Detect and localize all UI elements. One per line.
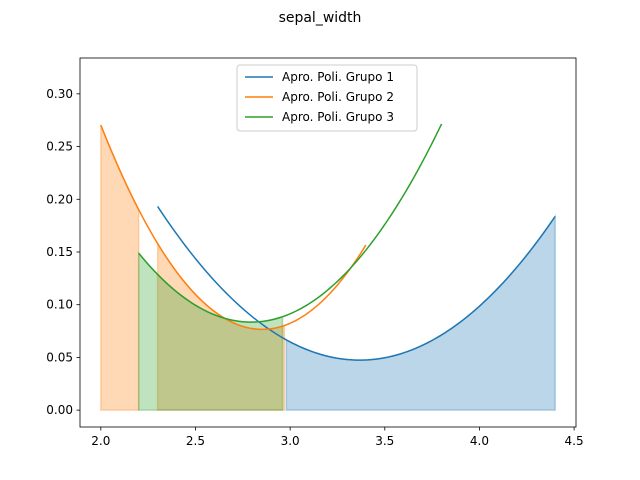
x-axis: 2.0 2.5 3.0 3.5 4.0 4.5 <box>91 427 584 448</box>
series-line-1 <box>156 206 556 361</box>
x-tick-label: 2.0 <box>91 434 110 448</box>
legend-box <box>236 64 418 132</box>
x-tick-label: 4.0 <box>470 434 489 448</box>
series-line-3 <box>138 123 443 323</box>
fill-area-2-1 <box>100 124 140 411</box>
x-tick-label: 3.0 <box>281 434 300 448</box>
chart-title: sepal_width <box>279 10 362 26</box>
fill-area-1-1 <box>285 213 556 411</box>
legend-label: Apro. Poli. Grupo 3 <box>282 110 394 124</box>
y-tick-label: 0.15 <box>46 245 73 259</box>
fill-areas <box>100 124 556 411</box>
x-tick-label: 3.5 <box>375 434 394 448</box>
y-tick-label: 0.30 <box>46 87 73 101</box>
y-tick-label: 0.10 <box>46 298 73 312</box>
plot-frame <box>79 57 577 428</box>
y-tick-label: 0.25 <box>46 140 73 154</box>
x-tick-label: 2.5 <box>186 434 205 448</box>
y-tick-label: 0.00 <box>46 403 73 417</box>
x-tick-label: 4.5 <box>565 434 584 448</box>
legend-label: Apro. Poli. Grupo 2 <box>282 90 394 104</box>
series-line-2 <box>100 124 367 331</box>
legend-label: Apro. Poli. Grupo 1 <box>282 70 394 84</box>
y-tick-label: 0.05 <box>46 350 73 364</box>
series-lines <box>100 123 556 361</box>
y-tick-label: 0.20 <box>46 192 73 206</box>
legend: Apro. Poli. Grupo 1 Apro. Poli. Grupo 2 Ap… <box>236 64 418 132</box>
y-axis: 0.00 0.05 0.10 0.15 0.20 0.25 0.30 <box>46 87 80 417</box>
